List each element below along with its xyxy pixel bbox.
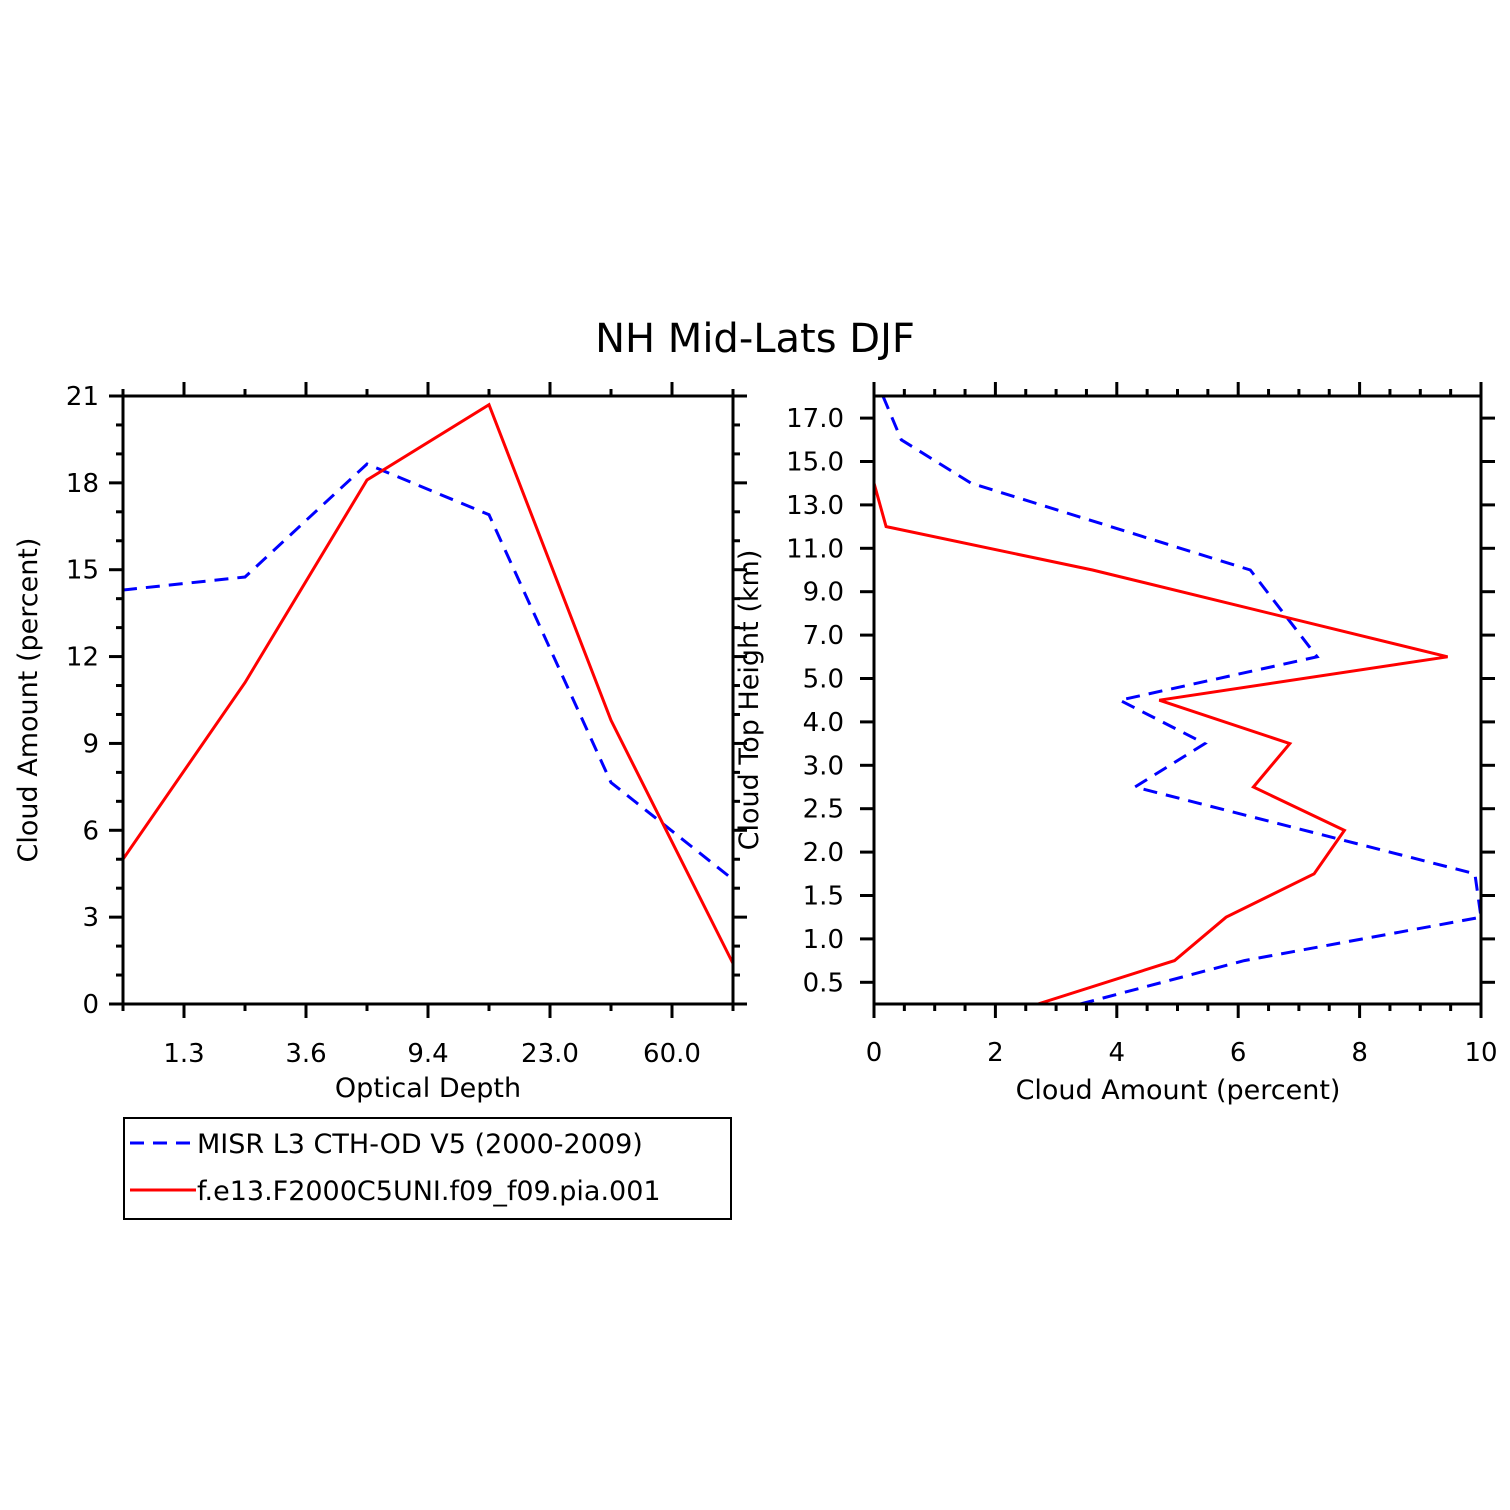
left-y-tick-label: 18 bbox=[66, 469, 99, 499]
left-x-tick-label: 1.3 bbox=[163, 1039, 204, 1069]
right-series-misr-line bbox=[881, 396, 1483, 1004]
right-x-tick-label: 10 bbox=[1464, 1038, 1497, 1068]
right-x-tick-label: 2 bbox=[987, 1038, 1004, 1068]
right-series-lines bbox=[872, 396, 1483, 1004]
right-x-axis-label: Cloud Amount (percent) bbox=[1016, 1075, 1341, 1106]
figure-title: NH Mid-Lats DJF bbox=[595, 316, 915, 362]
left-x-tick-label: 9.4 bbox=[407, 1039, 448, 1069]
left-y-tick-label: 0 bbox=[82, 990, 99, 1020]
right-x-tick-label: 4 bbox=[1109, 1038, 1126, 1068]
left-plot-frame bbox=[121, 394, 735, 1006]
right-series-model-line bbox=[872, 482, 1448, 1004]
left-x-tick-label: 3.6 bbox=[285, 1039, 326, 1069]
left-series-misr-line bbox=[122, 462, 734, 881]
left-y-tick-label: 15 bbox=[66, 556, 99, 586]
legend-box bbox=[123, 1117, 732, 1220]
right-y-tick-label: 15.0 bbox=[786, 448, 844, 478]
legend: MISR L3 CTH-OD V5 (2000-2009) f.e13.F200… bbox=[123, 1117, 732, 1220]
left-y-tick-label: 9 bbox=[82, 729, 99, 759]
left-x-axis-label: Optical Depth bbox=[335, 1073, 521, 1104]
right-y-axis-label: Cloud Top Height (km) bbox=[734, 550, 765, 851]
right-axes-ticks: 0.5 1.0 1.5 2.0 2.5 3.0 4.0 5.0 7.0 9.0 11.0 13.0 15… bbox=[786, 382, 1498, 1068]
right-x-tick-label: 8 bbox=[1351, 1038, 1368, 1068]
right-y-tick-label: 3.0 bbox=[803, 751, 844, 781]
left-x-tick-label: 23.0 bbox=[521, 1039, 579, 1069]
left-y-axis-label: Cloud Amount (percent) bbox=[13, 538, 44, 863]
left-series-model-line bbox=[121, 402, 735, 965]
legend-label-model: f.e13.F2000C5UNI.f09_f09.pia.001 bbox=[197, 1176, 661, 1207]
right-y-tick-label: 11.0 bbox=[786, 534, 844, 564]
right-x-tick-label: 6 bbox=[1230, 1038, 1247, 1068]
left-y-tick-label: 6 bbox=[82, 816, 99, 846]
left-y-tick-label: 3 bbox=[82, 903, 99, 933]
right-y-tick-label: 17.0 bbox=[786, 404, 844, 434]
cloud-top-height-panel: 0.5 1.0 1.5 2.0 2.5 3.0 4.0 5.0 7.0 9.0 11.0 13.0 15… bbox=[734, 382, 1498, 1106]
left-y-tick-label: 12 bbox=[66, 643, 99, 673]
left-x-tick-label: 60.0 bbox=[643, 1039, 701, 1069]
right-y-tick-label: 1.0 bbox=[803, 925, 844, 955]
right-y-tick-label: 2.5 bbox=[803, 795, 844, 825]
right-y-tick-label: 2.0 bbox=[803, 838, 844, 868]
optical-depth-panel: 1.3 3.6 9.4 23.0 60.0 0 3 6 9 12 15 18 21 Optical De… bbox=[13, 382, 747, 1104]
right-y-tick-label: 13.0 bbox=[786, 491, 844, 521]
right-y-tick-label: 7.0 bbox=[803, 621, 844, 651]
right-plot-frame bbox=[872, 394, 1483, 1006]
left-axes-ticks: 1.3 3.6 9.4 23.0 60.0 0 3 6 9 12 15 18 21 bbox=[66, 382, 747, 1069]
right-y-tick-label: 4.0 bbox=[803, 708, 844, 738]
legend-label-misr: MISR L3 CTH-OD V5 (2000-2009) bbox=[197, 1129, 643, 1160]
right-y-tick-label: 0.5 bbox=[803, 968, 844, 998]
right-y-tick-label: 1.5 bbox=[803, 882, 844, 912]
right-x-tick-label: 0 bbox=[866, 1038, 883, 1068]
left-y-tick-label: 21 bbox=[66, 382, 99, 412]
left-series-lines bbox=[121, 402, 735, 965]
right-y-tick-label: 5.0 bbox=[803, 665, 844, 695]
right-y-tick-label: 9.0 bbox=[803, 578, 844, 608]
